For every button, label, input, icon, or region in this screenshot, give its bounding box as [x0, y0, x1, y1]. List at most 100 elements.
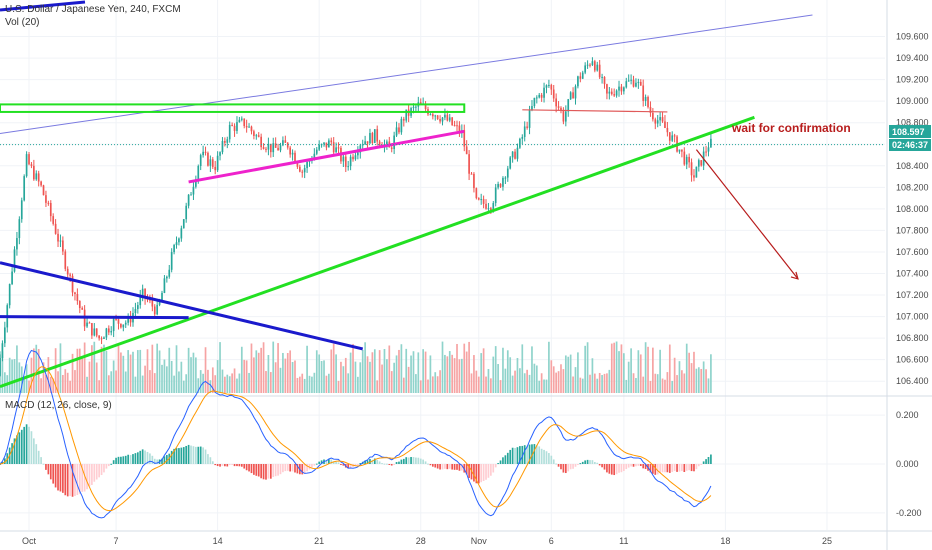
volume-bar — [129, 354, 132, 393]
macd-histogram-bar — [480, 464, 483, 483]
volume-bar — [405, 348, 408, 393]
macd-histogram-bar — [83, 464, 86, 492]
price-tick-label: 106.400 — [896, 376, 929, 386]
macd-histogram-bar — [320, 460, 323, 464]
macd-histogram-bar — [335, 461, 337, 464]
macd-histogram-bar — [315, 463, 318, 465]
candle-body — [453, 125, 456, 127]
candle-body — [190, 194, 192, 196]
macd-histogram-bar — [678, 464, 681, 472]
volume-bar — [603, 373, 606, 393]
volume-bar — [335, 354, 337, 393]
time-tick-label: 18 — [720, 536, 730, 546]
candle-body — [668, 132, 671, 141]
candle-body — [294, 152, 296, 164]
candle-body — [153, 306, 156, 315]
macd-histogram-bar — [347, 464, 350, 469]
volume-bar — [11, 359, 13, 393]
macd-histogram-bar — [398, 461, 400, 464]
candle-body — [506, 168, 509, 178]
macd-histogram-bar — [170, 450, 173, 464]
macd-histogram-bar — [610, 464, 613, 475]
macd-histogram-bar — [540, 448, 543, 464]
volume-bar — [95, 362, 98, 393]
macd-histogram-bar — [555, 463, 557, 465]
volume-bar — [690, 363, 693, 393]
candle-body — [20, 200, 23, 220]
volume-bar — [647, 346, 649, 393]
macd-histogram-bar — [593, 462, 596, 464]
macd-histogram-bar — [180, 447, 183, 464]
volume-bar — [596, 378, 599, 393]
macd-histogram-bar — [548, 453, 550, 464]
macd-histogram-bar — [228, 464, 231, 466]
volume-bar — [262, 342, 265, 393]
candle-body — [243, 118, 246, 127]
candle-body — [74, 292, 76, 295]
candle-body — [277, 147, 279, 151]
macd-histogram-bar — [685, 464, 688, 471]
volume-bar — [136, 350, 139, 393]
macd-histogram-bar — [584, 460, 587, 464]
volume-bar — [618, 351, 620, 393]
candle-body — [139, 295, 142, 306]
macd-histogram-bar — [410, 457, 412, 464]
volume-bar — [671, 380, 674, 393]
candle-body — [509, 157, 512, 169]
candle-body — [95, 328, 98, 336]
macd-histogram-bar — [690, 464, 693, 472]
macd-histogram-bar — [613, 464, 616, 476]
candle-body — [560, 107, 562, 111]
volume-bar — [390, 371, 393, 393]
macd-tick-label: 0.000 — [896, 459, 919, 469]
volume-bar — [328, 373, 330, 393]
volume-bar — [673, 357, 676, 393]
candle-body — [710, 138, 712, 148]
volume-bar — [98, 380, 100, 393]
macd-histogram-bar — [579, 463, 582, 465]
volume-bar — [54, 348, 57, 393]
candle-body — [272, 143, 275, 153]
candle-body — [398, 127, 400, 133]
candle-body — [545, 85, 548, 88]
macd-histogram-bar — [475, 464, 478, 484]
candle-body — [688, 156, 690, 163]
price-tick-label: 109.000 — [896, 96, 929, 106]
macd-histogram-bar — [25, 424, 28, 464]
candle-body — [269, 143, 272, 153]
volume-bar — [402, 377, 405, 393]
macd-histogram-bar — [262, 464, 265, 480]
volume-bar — [236, 378, 238, 393]
volume-bar — [424, 351, 427, 393]
volume-bar — [245, 360, 248, 393]
volume-bar — [158, 350, 161, 393]
volume-bar — [422, 349, 425, 393]
macd-histogram-bar — [62, 464, 64, 493]
volume-bar — [615, 341, 618, 393]
candle-body — [652, 112, 654, 120]
macd-histogram-bar — [294, 464, 296, 473]
volume-bar — [156, 343, 159, 393]
volume-bar — [173, 375, 175, 393]
volume-bar — [132, 351, 134, 393]
candle-body — [516, 147, 519, 159]
volume-bar — [165, 366, 168, 393]
candle-body — [325, 142, 328, 148]
volume-bar — [519, 368, 521, 393]
volume-bar — [52, 378, 55, 393]
projection-arrow — [695, 149, 799, 280]
volume-bar — [257, 352, 260, 393]
macd-histogram-bar — [49, 464, 52, 480]
volume-bar — [311, 376, 313, 393]
volume-bar — [296, 377, 299, 393]
macd-histogram-bar — [303, 464, 306, 474]
candle-body — [434, 115, 437, 117]
candle-body — [458, 125, 461, 134]
macd-histogram-bar — [429, 464, 432, 466]
macd-histogram-bar — [197, 446, 200, 464]
candle-body — [681, 149, 683, 152]
volume-bar — [279, 367, 282, 393]
macd-histogram-bar — [209, 457, 212, 464]
